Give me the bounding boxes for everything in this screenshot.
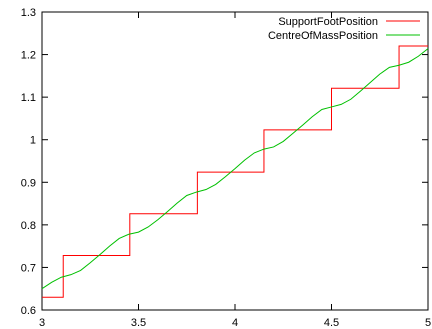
series-line-support-foot-position [42,45,428,298]
series-layer [41,45,429,298]
y-tick-label: 0.9 [21,177,36,189]
x-tick-label: 3.5 [131,317,146,329]
y-tick-label: 1.2 [21,50,36,62]
legend: SupportFootPosition CentreOfMassPosition [268,16,420,42]
y-tick-label: 1.1 [21,92,36,104]
plot-frame [41,11,429,311]
series-line-centre-of-mass-position [41,48,429,290]
y-tick-label: 0.7 [21,262,36,274]
y-tick-label: 0.6 [21,305,36,317]
legend-label-support-foot-position: SupportFootPosition [278,16,378,28]
axis-tick-labels: 3 3.5 4 4.5 5 0.6 0.7 0.8 0.9 1 1.1 1.2 1.3 [21,7,431,329]
x-tick-label: 4.5 [324,317,339,329]
x-tick-label: 5 [425,317,431,329]
y-tick-label: 1 [30,135,36,147]
x-tick-label: 3 [39,317,45,329]
y-tick-label: 0.8 [21,220,36,232]
axis-ticks [41,11,429,311]
y-tick-label: 1.3 [21,7,36,19]
legend-label-centre-of-mass-position: CentreOfMassPosition [268,30,378,42]
x-tick-label: 4 [232,317,238,329]
